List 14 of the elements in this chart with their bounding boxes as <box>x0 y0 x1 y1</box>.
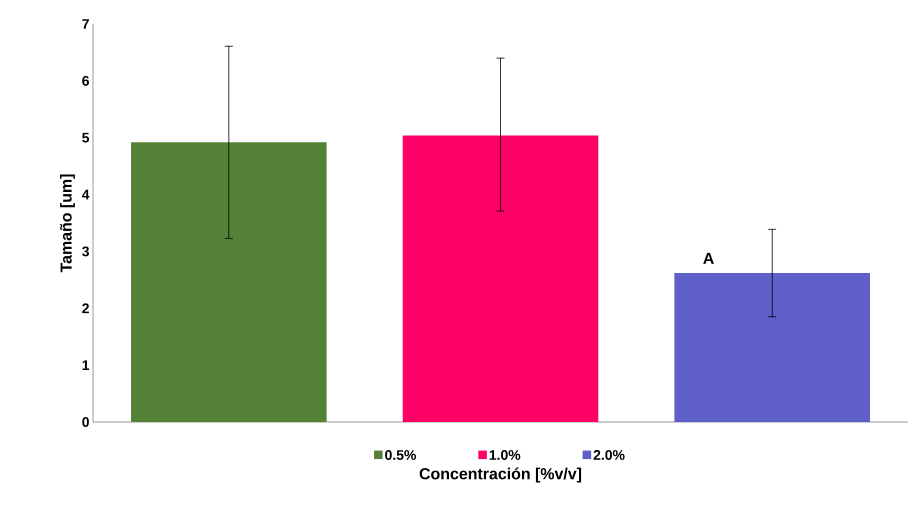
y-tick-label: 7 <box>82 19 89 29</box>
y-axis-title: Tamaño [um] <box>60 174 75 272</box>
y-tick-label: 2 <box>82 303 89 314</box>
legend-label: 0.5% <box>385 450 416 460</box>
y-tick-label: 1 <box>82 360 90 370</box>
y-tick-label: 0 <box>82 417 89 427</box>
y-tick-label: 6 <box>82 76 89 86</box>
legend-label: 2.0% <box>594 450 625 460</box>
x-axis-title: Concentración [%v/v] <box>420 468 582 483</box>
legend-label: 1.0% <box>490 450 520 460</box>
y-tick-label: 4 <box>82 190 90 200</box>
y-tick-label: 5 <box>82 132 90 143</box>
y-tick-label: 3 <box>82 246 89 256</box>
annotation: A <box>703 252 714 264</box>
